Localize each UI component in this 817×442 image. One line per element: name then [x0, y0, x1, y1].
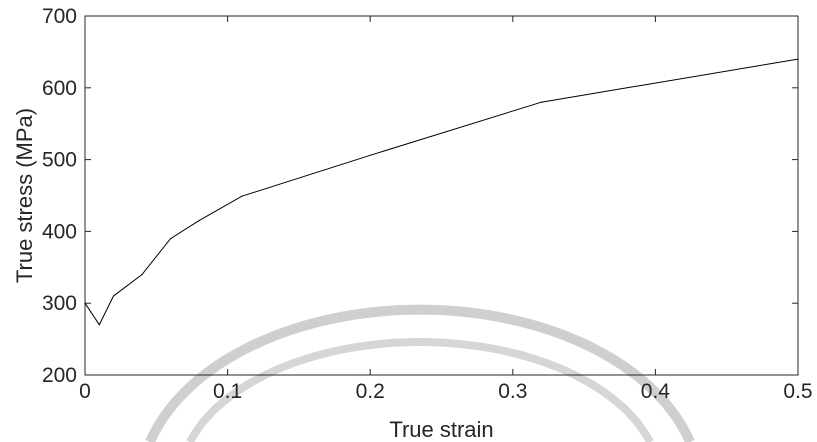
watermark-logo [145, 304, 695, 442]
data-point [141, 273, 143, 276]
data-point [797, 58, 799, 60]
plot-area [84, 15, 799, 376]
data-point [169, 237, 172, 240]
data-point [84, 302, 86, 304]
data-point [241, 195, 243, 197]
axis-ticks [84, 15, 799, 376]
data-point [198, 220, 200, 222]
axes-box [84, 15, 799, 376]
y-tick-label: 200 [42, 364, 77, 387]
y-tick-label: 300 [42, 292, 77, 315]
x-tick-label: 0.3 [498, 380, 527, 403]
x-tick-label: 0.5 [783, 380, 812, 403]
y-tick-label: 700 [42, 5, 77, 28]
data-point [540, 101, 542, 103]
x-tick-label: 0.1 [213, 380, 242, 403]
x-tick-label: 0.4 [641, 380, 671, 403]
x-tick-label: 0 [79, 380, 91, 403]
data-point [98, 324, 100, 326]
y-tick-label: 600 [42, 77, 77, 100]
data-point [112, 295, 115, 297]
tick-labels: 0 0.1 0.2 0.3 0.4 0.5 200 300 400 500 600 700 [42, 5, 813, 403]
y-tick-label: 500 [42, 149, 77, 172]
x-axis-label: True strain [389, 417, 493, 442]
series-line-0 [84, 58, 799, 326]
y-axis-label: True stress (MPa) [12, 108, 37, 283]
data-point [369, 154, 371, 156]
x-tick-label: 0.2 [356, 380, 385, 403]
y-tick-label: 400 [42, 220, 77, 243]
series-group [84, 58, 799, 326]
